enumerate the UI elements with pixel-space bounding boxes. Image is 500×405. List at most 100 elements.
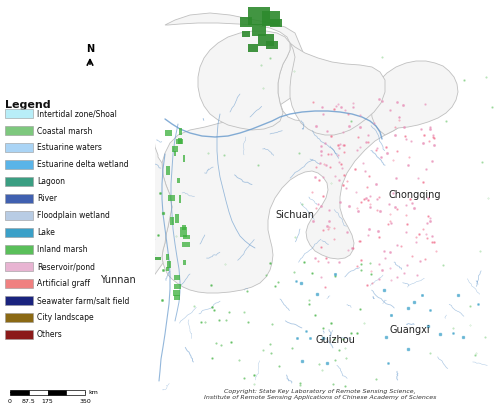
- Bar: [165, 130, 172, 136]
- Bar: [5, 126, 33, 135]
- Bar: [5, 296, 33, 305]
- Bar: [5, 194, 33, 203]
- Bar: [258, 35, 274, 47]
- Bar: [5, 330, 33, 339]
- Bar: [66, 390, 85, 395]
- Bar: [178, 139, 182, 145]
- Polygon shape: [198, 32, 290, 131]
- Bar: [177, 178, 180, 183]
- Text: Reservoir/pond: Reservoir/pond: [37, 262, 95, 271]
- Bar: [122, 292, 131, 298]
- Bar: [115, 257, 120, 264]
- Bar: [270, 20, 282, 28]
- Bar: [182, 243, 190, 248]
- Text: 350: 350: [79, 398, 91, 403]
- Text: 0: 0: [8, 398, 12, 403]
- Text: Estuarine delta wetland: Estuarine delta wetland: [37, 160, 128, 169]
- Polygon shape: [68, 94, 172, 293]
- Bar: [182, 225, 186, 230]
- Text: Copyright: State Key Laboratory of Remote Sensing Science,
Institute of Remote S: Copyright: State Key Laboratory of Remot…: [204, 388, 436, 399]
- Bar: [179, 129, 182, 135]
- Bar: [176, 140, 182, 145]
- Bar: [184, 235, 190, 239]
- Bar: [132, 277, 138, 285]
- Bar: [116, 247, 126, 256]
- Text: Others: Others: [37, 330, 63, 339]
- Bar: [134, 298, 143, 304]
- Bar: [172, 147, 178, 153]
- Bar: [140, 256, 150, 263]
- Bar: [142, 289, 152, 299]
- Bar: [5, 160, 33, 169]
- Bar: [5, 262, 33, 271]
- Bar: [140, 261, 147, 270]
- Bar: [252, 25, 266, 37]
- Bar: [174, 284, 182, 289]
- Bar: [183, 260, 186, 266]
- Text: Artificial graff: Artificial graff: [37, 279, 90, 288]
- Bar: [5, 177, 33, 186]
- Text: Guizhou: Guizhou: [315, 334, 355, 344]
- Text: Guangxi: Guangxi: [390, 324, 430, 334]
- Text: City landscape: City landscape: [37, 313, 94, 322]
- Bar: [180, 228, 188, 237]
- Bar: [5, 109, 33, 118]
- Bar: [168, 196, 175, 201]
- Bar: [120, 269, 128, 281]
- Text: Intertidal zone/Shoal: Intertidal zone/Shoal: [37, 109, 117, 118]
- Bar: [242, 32, 250, 38]
- Bar: [179, 196, 182, 204]
- Text: Floodplain wetland: Floodplain wetland: [37, 211, 110, 220]
- Bar: [166, 267, 170, 272]
- Bar: [5, 245, 33, 254]
- Bar: [240, 18, 252, 28]
- Bar: [266, 42, 278, 50]
- Bar: [10, 390, 29, 395]
- Text: km: km: [88, 390, 98, 394]
- Bar: [248, 45, 258, 53]
- Bar: [120, 301, 124, 308]
- Text: Chongqing: Chongqing: [389, 190, 442, 200]
- Text: Lagoon: Lagoon: [37, 177, 65, 186]
- Bar: [129, 262, 139, 270]
- Polygon shape: [162, 14, 398, 293]
- Bar: [5, 313, 33, 322]
- Polygon shape: [290, 44, 385, 136]
- Text: Lake: Lake: [37, 228, 55, 237]
- Bar: [166, 166, 170, 176]
- Bar: [170, 217, 174, 226]
- Bar: [262, 12, 280, 27]
- Bar: [174, 295, 180, 301]
- Bar: [5, 143, 33, 152]
- Bar: [114, 275, 123, 279]
- Text: Estuarine waters: Estuarine waters: [37, 143, 102, 152]
- Text: N: N: [86, 44, 94, 54]
- Text: 175: 175: [42, 398, 54, 403]
- Bar: [0, 0, 155, 405]
- Bar: [183, 156, 186, 163]
- Text: Inland marsh: Inland marsh: [37, 245, 88, 254]
- Bar: [176, 214, 179, 224]
- Bar: [29, 390, 48, 395]
- Bar: [174, 290, 180, 296]
- Bar: [128, 266, 140, 273]
- Text: Coastal marsh: Coastal marsh: [37, 126, 92, 135]
- Bar: [117, 303, 125, 309]
- Bar: [5, 211, 33, 220]
- Bar: [146, 254, 155, 259]
- Text: River: River: [37, 194, 57, 203]
- Bar: [248, 8, 270, 26]
- Text: 87.5: 87.5: [22, 398, 36, 403]
- Text: Seawater farm/salt field: Seawater farm/salt field: [37, 296, 130, 305]
- Text: Legend: Legend: [5, 100, 51, 110]
- Bar: [174, 151, 176, 156]
- Bar: [134, 286, 143, 295]
- Bar: [174, 275, 180, 281]
- Bar: [116, 299, 124, 308]
- Bar: [48, 390, 66, 395]
- Bar: [5, 228, 33, 237]
- Bar: [166, 255, 168, 260]
- Bar: [5, 279, 33, 288]
- Text: Yunnan: Yunnan: [100, 274, 136, 284]
- Bar: [114, 281, 124, 286]
